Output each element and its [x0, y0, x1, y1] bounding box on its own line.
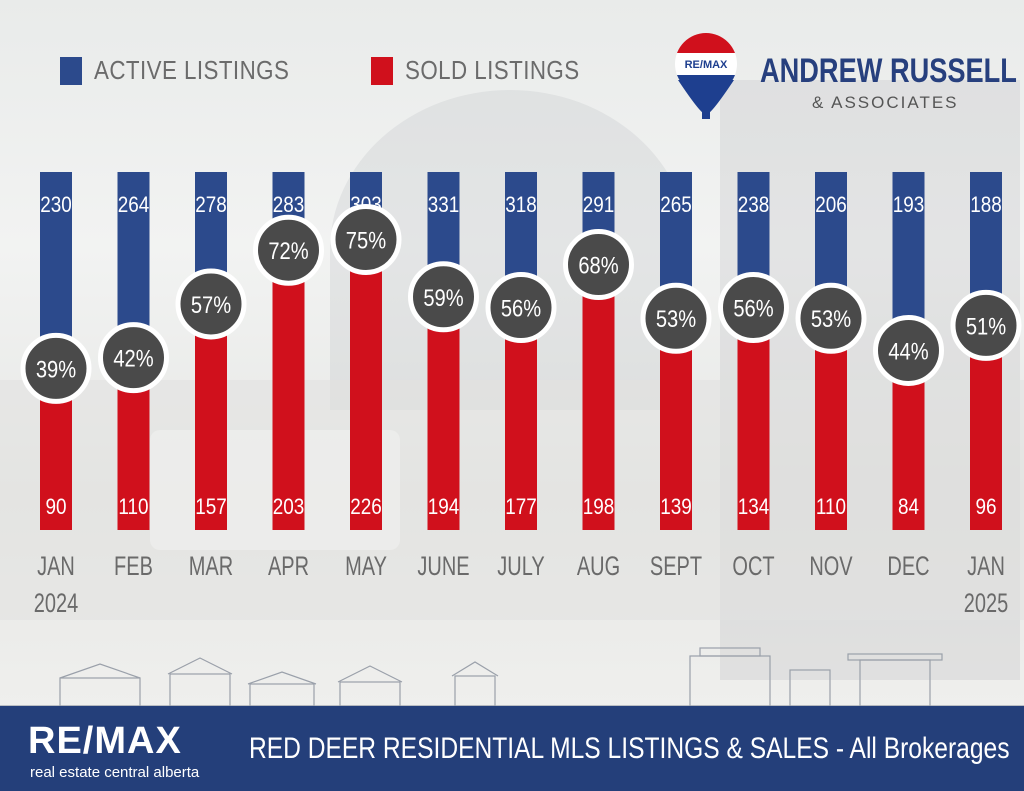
active-value-label: 265	[660, 193, 692, 218]
town-skyline-illustration	[0, 647, 1024, 707]
bar-sold	[427, 318, 460, 530]
footer-tagline: real estate central alberta	[30, 764, 200, 781]
ratio-label: 68%	[578, 252, 618, 279]
bar-sold	[660, 340, 692, 530]
sold-value-label: 139	[660, 495, 692, 520]
ratio-label: 39%	[36, 356, 76, 383]
x-tick-label: JUNE	[417, 551, 469, 582]
sold-value-label: 110	[118, 495, 148, 520]
ratio-circle	[253, 214, 324, 286]
legend-item-active: ACTIVE LISTINGS	[60, 55, 321, 86]
sold-value-label: 96	[975, 495, 996, 520]
ratio-circle	[950, 289, 1022, 361]
legend-swatch-active	[60, 56, 82, 85]
legend-item-sold: SOLD LISTINGS	[371, 55, 608, 86]
legend-label-sold: SOLD LISTINGS	[405, 55, 580, 85]
ratio-label: 42%	[113, 345, 153, 372]
bar-sold	[40, 390, 72, 530]
x-tick-label: APR	[268, 551, 309, 582]
sold-value-label: 90	[45, 495, 66, 520]
ratio-circle	[175, 268, 247, 340]
x-tick-label: OCT	[732, 551, 774, 582]
legend-swatch-sold	[371, 56, 394, 85]
ratio-circle	[873, 314, 944, 386]
bar-sold	[195, 325, 227, 530]
x-tick-label: JAN	[967, 551, 1005, 582]
ratio-circle	[718, 272, 789, 344]
ratio-circle	[640, 282, 712, 354]
active-value-label: 283	[273, 193, 305, 218]
bar-sold	[272, 272, 305, 530]
sold-value-label: 226	[350, 495, 382, 520]
ratio-label: 59%	[423, 284, 463, 311]
stacked-bar-chart: 230 90 39% JAN 2024 264 110 42% FEB 278 157 57% MAR 2…	[20, 172, 1022, 619]
x-tick-label: NOV	[809, 551, 852, 582]
sold-value-label: 84	[898, 495, 919, 520]
x-tick-label: AUG	[577, 551, 620, 582]
ratio-label: 57%	[191, 291, 231, 318]
agent-sub: & ASSOCIATES	[812, 93, 959, 112]
ratio-label: 75%	[346, 227, 386, 254]
chart-legend: ACTIVE LISTINGS SOLD LISTINGS	[60, 55, 658, 86]
ratio-label: 51%	[966, 313, 1006, 340]
active-value-label: 278	[195, 193, 227, 218]
ratio-label: 56%	[733, 295, 773, 322]
x-tick-label: FEB	[114, 551, 153, 582]
active-value-label: 188	[970, 193, 1002, 218]
ratio-label: 44%	[888, 338, 928, 365]
bar-sold	[582, 286, 615, 530]
x-tick-year-label: 2025	[964, 588, 1008, 619]
active-value-label: 206	[815, 193, 847, 218]
active-value-label: 230	[40, 193, 72, 218]
footer-bar: RE/MAX real estate central alberta RED D…	[0, 706, 1024, 791]
ratio-circle	[330, 204, 402, 275]
footer-title: RED DEER RESIDENTIAL MLS LISTINGS & SALE…	[249, 732, 1010, 765]
x-tick-label: DEC	[887, 551, 929, 582]
sold-value-label: 157	[195, 495, 227, 520]
x-tick-label: JAN	[37, 551, 75, 582]
footer-remax-logo: RE/MAX	[28, 720, 182, 762]
bar-sold	[505, 329, 537, 530]
bar-sold	[815, 340, 847, 530]
x-tick-label: SEPT	[650, 551, 702, 582]
ratio-label: 56%	[501, 295, 541, 322]
sold-value-label: 110	[816, 495, 846, 520]
bar-sold	[350, 261, 382, 530]
bar-sold	[117, 379, 150, 530]
bar-sold	[892, 372, 925, 530]
ratio-label: 72%	[268, 238, 308, 265]
active-value-label: 238	[738, 193, 770, 218]
bar-sold	[970, 347, 1002, 530]
ratio-label: 53%	[811, 306, 851, 333]
sold-value-label: 198	[583, 495, 615, 520]
sold-value-label: 134	[738, 495, 770, 520]
legend-label-active: ACTIVE LISTINGS	[94, 55, 290, 85]
active-value-label: 331	[428, 193, 460, 218]
active-value-label: 291	[583, 193, 615, 218]
sold-value-label: 194	[428, 495, 460, 520]
x-tick-label: MAY	[345, 551, 387, 582]
x-tick-label: MAR	[189, 551, 233, 582]
sold-value-label: 203	[273, 495, 305, 520]
active-value-label: 193	[893, 193, 925, 218]
ratio-circle	[408, 261, 479, 333]
active-value-label: 264	[118, 193, 150, 218]
x-tick-label: JULY	[497, 551, 545, 582]
sold-value-label: 177	[505, 495, 537, 520]
ratio-circle	[20, 332, 92, 404]
active-value-label: 318	[505, 193, 537, 218]
remax-balloon-logo: RE/MAX	[675, 33, 737, 119]
ratio-circle	[485, 272, 557, 344]
ratio-circle	[98, 322, 169, 394]
ratio-circle	[563, 229, 634, 301]
ratio-circle	[795, 282, 867, 354]
bar-sold	[737, 329, 770, 530]
x-tick-year-label: 2024	[34, 588, 78, 619]
balloon-text: RE/MAX	[685, 59, 728, 71]
ratio-label: 53%	[656, 306, 696, 333]
